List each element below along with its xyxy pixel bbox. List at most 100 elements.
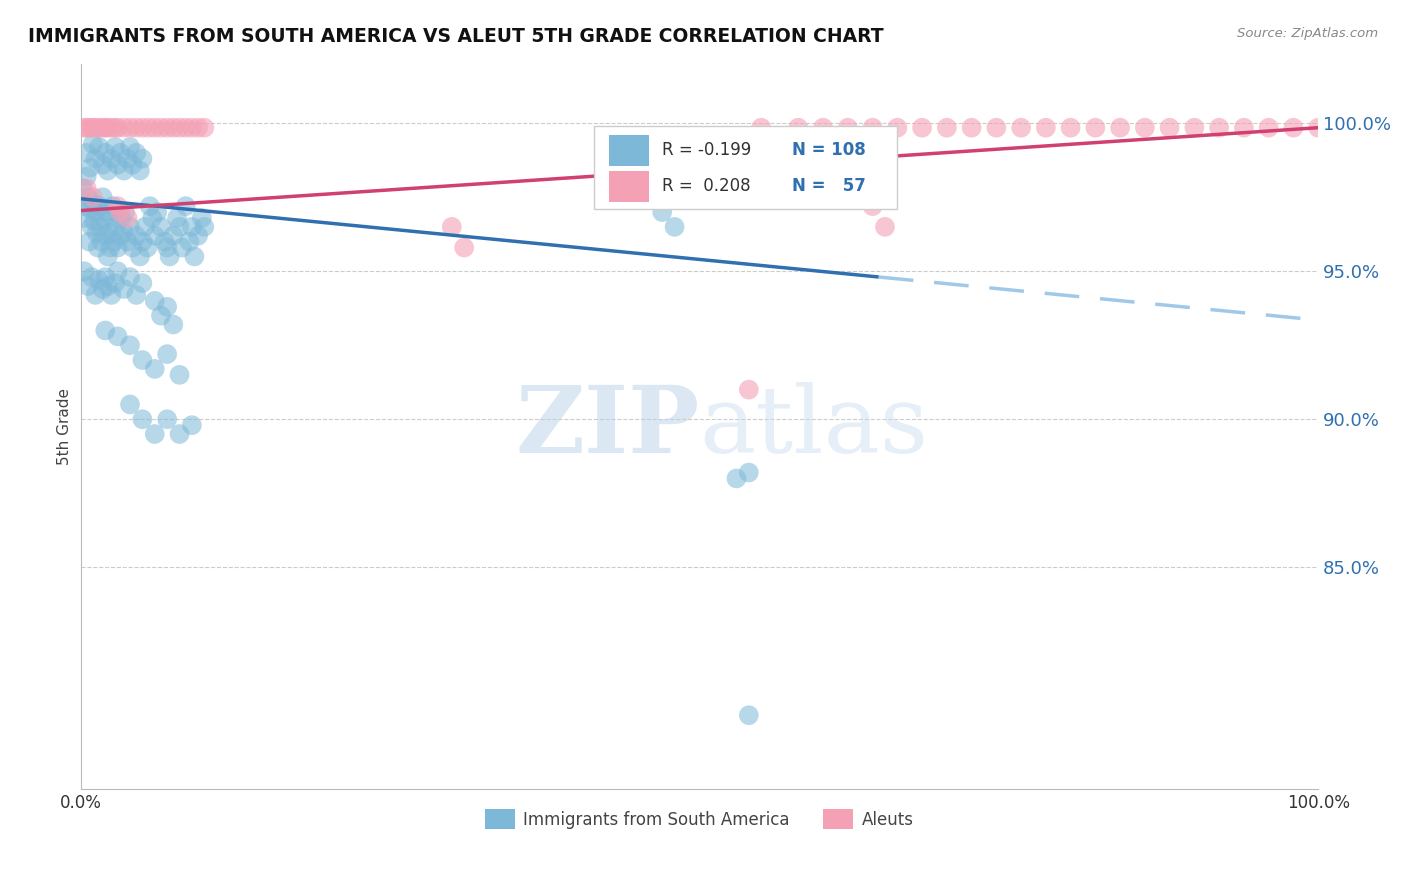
- Point: [121, 241, 143, 255]
- Point: [837, 120, 859, 135]
- Point: [169, 120, 191, 135]
- Point: [125, 288, 148, 302]
- Point: [83, 214, 105, 228]
- Point: [162, 120, 184, 135]
- Point: [935, 120, 957, 135]
- Point: [104, 219, 127, 234]
- Point: [193, 219, 215, 234]
- Point: [82, 136, 104, 151]
- Point: [886, 120, 908, 135]
- Text: R = -0.199: R = -0.199: [662, 141, 751, 159]
- Point: [107, 199, 129, 213]
- Point: [162, 228, 184, 243]
- Point: [117, 152, 139, 166]
- Point: [77, 235, 100, 249]
- Point: [79, 202, 101, 216]
- Point: [112, 120, 135, 135]
- Point: [94, 323, 117, 337]
- Point: [77, 190, 100, 204]
- Point: [104, 120, 127, 135]
- Point: [149, 219, 172, 234]
- Point: [76, 169, 98, 184]
- Point: [141, 211, 163, 225]
- Point: [97, 249, 120, 263]
- Point: [87, 140, 110, 154]
- Point: [134, 219, 156, 234]
- Point: [1233, 120, 1256, 135]
- Point: [156, 300, 179, 314]
- Point: [73, 264, 96, 278]
- Point: [138, 120, 160, 135]
- Point: [180, 219, 202, 234]
- Point: [91, 158, 114, 172]
- Point: [101, 199, 124, 213]
- Point: [169, 427, 191, 442]
- Point: [84, 152, 107, 166]
- Point: [118, 270, 141, 285]
- Point: [94, 228, 117, 243]
- Point: [169, 368, 191, 382]
- Point: [156, 347, 179, 361]
- Point: [1308, 120, 1330, 135]
- Point: [1109, 120, 1132, 135]
- Point: [129, 163, 152, 178]
- Point: [91, 120, 114, 135]
- Point: [75, 211, 97, 225]
- Point: [82, 190, 104, 204]
- Point: [170, 241, 193, 255]
- Point: [453, 241, 475, 255]
- Point: [76, 120, 98, 135]
- Point: [738, 708, 761, 723]
- Point: [108, 228, 131, 243]
- Point: [1010, 120, 1032, 135]
- Point: [787, 120, 810, 135]
- Point: [89, 219, 111, 234]
- Point: [131, 276, 153, 290]
- Point: [108, 205, 131, 219]
- Point: [911, 120, 934, 135]
- Point: [100, 211, 122, 225]
- Point: [166, 211, 188, 225]
- Point: [87, 199, 110, 213]
- Point: [131, 412, 153, 426]
- Point: [156, 241, 179, 255]
- Point: [94, 270, 117, 285]
- Point: [187, 228, 209, 243]
- Point: [97, 120, 120, 135]
- Point: [143, 228, 166, 243]
- Point: [80, 270, 103, 285]
- Point: [125, 228, 148, 243]
- Point: [118, 338, 141, 352]
- Point: [143, 293, 166, 308]
- Point: [112, 163, 135, 178]
- Point: [183, 249, 205, 263]
- Point: [179, 235, 201, 249]
- Point: [104, 276, 127, 290]
- Point: [986, 120, 1008, 135]
- Point: [96, 205, 118, 219]
- Point: [118, 120, 141, 135]
- Point: [440, 219, 463, 234]
- Bar: [609, 171, 648, 202]
- Point: [107, 241, 129, 255]
- Point: [118, 219, 141, 234]
- Point: [153, 235, 176, 249]
- Point: [112, 282, 135, 296]
- Point: [162, 318, 184, 332]
- Point: [136, 241, 159, 255]
- Point: [87, 120, 110, 135]
- Point: [139, 199, 162, 213]
- Point: [862, 199, 884, 213]
- Point: [156, 120, 179, 135]
- Point: [79, 161, 101, 175]
- Point: [146, 205, 169, 219]
- Legend: Immigrants from South America, Aleuts: Immigrants from South America, Aleuts: [478, 803, 921, 835]
- Point: [107, 264, 129, 278]
- Point: [118, 140, 141, 154]
- Point: [191, 211, 214, 225]
- Point: [187, 120, 209, 135]
- Point: [90, 235, 112, 249]
- Point: [80, 219, 103, 234]
- Point: [87, 273, 110, 287]
- Point: [174, 120, 197, 135]
